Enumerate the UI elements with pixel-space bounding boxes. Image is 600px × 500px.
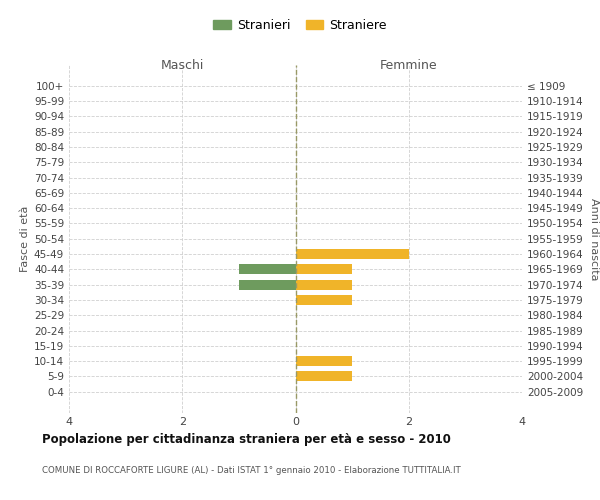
Bar — [239, 280, 296, 289]
Text: COMUNE DI ROCCAFORTE LIGURE (AL) - Dati ISTAT 1° gennaio 2010 - Elaborazione TUT: COMUNE DI ROCCAFORTE LIGURE (AL) - Dati … — [42, 466, 461, 475]
Bar — [239, 264, 296, 274]
Text: Maschi: Maschi — [161, 59, 204, 72]
Text: Femmine: Femmine — [380, 59, 437, 72]
Legend: Stranieri, Straniere: Stranieri, Straniere — [208, 14, 392, 37]
Bar — [296, 280, 352, 289]
Text: Popolazione per cittadinanza straniera per età e sesso - 2010: Popolazione per cittadinanza straniera p… — [42, 432, 451, 446]
Y-axis label: Fasce di età: Fasce di età — [20, 206, 30, 272]
Bar — [296, 264, 352, 274]
Bar — [296, 372, 352, 382]
Y-axis label: Anni di nascita: Anni di nascita — [589, 198, 599, 280]
Bar — [296, 295, 352, 305]
Bar — [296, 249, 409, 259]
Bar — [296, 356, 352, 366]
